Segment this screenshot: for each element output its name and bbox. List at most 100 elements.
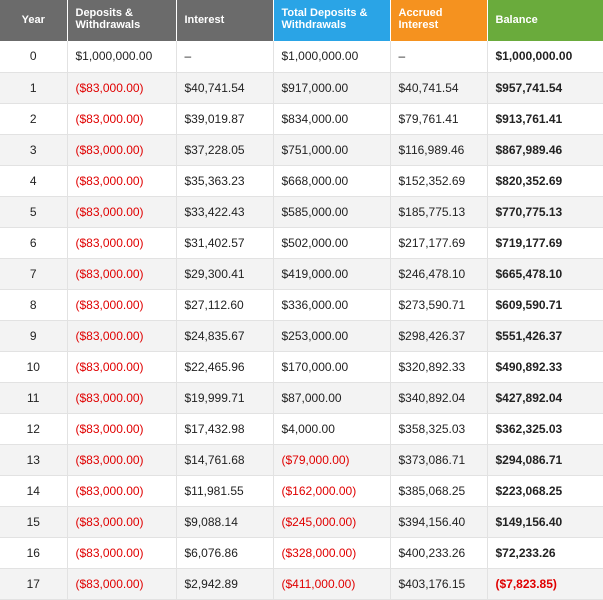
table-cell: 17 <box>0 568 68 600</box>
table-cell: 12 <box>0 413 68 445</box>
table-row: 16 ($83,000.00) $6,076.86 ($328,000.00) $400… <box>0 537 603 569</box>
table-cell: $72,233.26 <box>487 537 603 569</box>
table-cell: 7 <box>0 258 68 290</box>
table-cell: $294,086.71 <box>487 444 603 476</box>
table-cell: $490,892.33 <box>487 351 603 383</box>
table-row: 12 ($83,000.00) $17,432.98 $4,000.00 $358,32… <box>0 413 603 445</box>
table-row: 7 ($83,000.00) $29,300.41 $419,000.00 $246,4… <box>0 258 603 290</box>
table-cell: 13 <box>0 444 68 476</box>
table-cell: ($83,000.00) <box>67 72 177 104</box>
table-cell: ($411,000.00) <box>273 568 391 600</box>
table-cell: – <box>176 41 274 73</box>
table-cell: ($83,000.00) <box>67 165 177 197</box>
table-cell: 9 <box>0 320 68 352</box>
table-row: 8 ($83,000.00) $27,112.60 $336,000.00 $273,5… <box>0 289 603 321</box>
table-cell: $820,352.69 <box>487 165 603 197</box>
table-cell: $770,775.13 <box>487 196 603 228</box>
table-row: 6 ($83,000.00) $31,402.57 $502,000.00 $217,1… <box>0 227 603 259</box>
header-row: Year Deposits & Withdrawals Interest Total … <box>0 0 603 41</box>
table-row: 9 ($83,000.00) $24,835.67 $253,000.00 $298,4… <box>0 320 603 352</box>
table-cell: $298,426.37 <box>390 320 488 352</box>
table-cell: ($83,000.00) <box>67 196 177 228</box>
table-cell: $502,000.00 <box>273 227 391 259</box>
table-cell: ($7,823.85) <box>487 568 603 600</box>
table-row: 2 ($83,000.00) $39,019.87 $834,000.00 $79,76… <box>0 103 603 135</box>
table-cell: $22,465.96 <box>176 351 274 383</box>
table-cell: 11 <box>0 382 68 414</box>
table-cell: ($83,000.00) <box>67 134 177 166</box>
table-cell: ($83,000.00) <box>67 475 177 507</box>
table-row: 15 ($83,000.00) $9,088.14 ($245,000.00) $394… <box>0 506 603 538</box>
table-cell: ($83,000.00) <box>67 103 177 135</box>
table-cell: $217,177.69 <box>390 227 488 259</box>
table-body: 0 $1,000,000.00– $1,000,000.00– $1,000,000.… <box>0 41 603 600</box>
table-cell: 3 <box>0 134 68 166</box>
table-row: 5 ($83,000.00) $33,422.43 $585,000.00 $185,7… <box>0 196 603 228</box>
table-cell: $751,000.00 <box>273 134 391 166</box>
table-cell: 1 <box>0 72 68 104</box>
table-cell: $2,942.89 <box>176 568 274 600</box>
table-cell: ($245,000.00) <box>273 506 391 538</box>
table-cell: $37,228.05 <box>176 134 274 166</box>
table-cell: 4 <box>0 165 68 197</box>
table-cell: $362,325.03 <box>487 413 603 445</box>
table-cell: $1,000,000.00 <box>67 41 177 73</box>
table-cell: 14 <box>0 475 68 507</box>
table-cell: $185,775.13 <box>390 196 488 228</box>
table-cell: – <box>390 41 488 73</box>
table-cell: $33,422.43 <box>176 196 274 228</box>
table-cell: ($83,000.00) <box>67 444 177 476</box>
table-row: 11 ($83,000.00) $19,999.71 $87,000.00 $340,8… <box>0 382 603 414</box>
table-cell: $585,000.00 <box>273 196 391 228</box>
table-cell: $400,233.26 <box>390 537 488 569</box>
table-cell: $9,088.14 <box>176 506 274 538</box>
table-cell: $427,892.04 <box>487 382 603 414</box>
table-cell: ($83,000.00) <box>67 568 177 600</box>
table-row: 4 ($83,000.00) $35,363.23 $668,000.00 $152,3… <box>0 165 603 197</box>
table-row: 0 $1,000,000.00– $1,000,000.00– $1,000,000.… <box>0 41 603 73</box>
table-cell: ($83,000.00) <box>67 537 177 569</box>
table-cell: $719,177.69 <box>487 227 603 259</box>
table-cell: 0 <box>0 41 68 73</box>
table-cell: $35,363.23 <box>176 165 274 197</box>
table-cell: $223,068.25 <box>487 475 603 507</box>
table-cell: $6,076.86 <box>176 537 274 569</box>
table-cell: $116,989.46 <box>390 134 488 166</box>
table-cell: $29,300.41 <box>176 258 274 290</box>
table-cell: ($83,000.00) <box>67 227 177 259</box>
table-cell: 2 <box>0 103 68 135</box>
table-cell: $867,989.46 <box>487 134 603 166</box>
table-cell: $917,000.00 <box>273 72 391 104</box>
column-header: Accrued Interest <box>390 0 488 41</box>
table-cell: $668,000.00 <box>273 165 391 197</box>
table-cell: 10 <box>0 351 68 383</box>
table-cell: $834,000.00 <box>273 103 391 135</box>
table-cell: $609,590.71 <box>487 289 603 321</box>
table-cell: $358,325.03 <box>390 413 488 445</box>
table-cell: ($83,000.00) <box>67 289 177 321</box>
table-row: 14 ($83,000.00) $11,981.55 ($162,000.00) $38… <box>0 475 603 507</box>
table-cell: $665,478.10 <box>487 258 603 290</box>
table-cell: $373,086.71 <box>390 444 488 476</box>
table-row: 1 ($83,000.00) $40,741.54 $917,000.00 $40,74… <box>0 72 603 104</box>
table-cell: $11,981.55 <box>176 475 274 507</box>
table-cell: $14,761.68 <box>176 444 274 476</box>
column-header: Interest <box>176 0 274 41</box>
table-cell: $27,112.60 <box>176 289 274 321</box>
column-header: Deposits & Withdrawals <box>67 0 177 41</box>
table-cell: 8 <box>0 289 68 321</box>
table-cell: ($79,000.00) <box>273 444 391 476</box>
column-header: Total Deposits & Withdrawals <box>273 0 391 41</box>
table-cell: $40,741.54 <box>176 72 274 104</box>
table-cell: $273,590.71 <box>390 289 488 321</box>
table-row: 13 ($83,000.00) $14,761.68 ($79,000.00) $373… <box>0 444 603 476</box>
table-cell: 15 <box>0 506 68 538</box>
table-cell: ($83,000.00) <box>67 320 177 352</box>
table-row: 10 ($83,000.00) $22,465.96 $170,000.00 $320,… <box>0 351 603 383</box>
table-cell: $24,835.67 <box>176 320 274 352</box>
table-cell: 5 <box>0 196 68 228</box>
table-cell: $336,000.00 <box>273 289 391 321</box>
table-cell: $1,000,000.00 <box>487 41 603 73</box>
